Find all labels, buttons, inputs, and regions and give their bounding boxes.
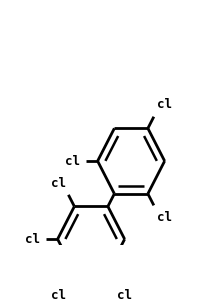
Text: cl: cl	[157, 211, 171, 224]
Text: cl: cl	[117, 289, 132, 301]
Text: cl: cl	[65, 154, 80, 168]
Text: cl: cl	[51, 289, 66, 301]
Text: cl: cl	[157, 98, 171, 111]
Text: cl: cl	[51, 177, 66, 190]
Text: cl: cl	[25, 233, 40, 246]
